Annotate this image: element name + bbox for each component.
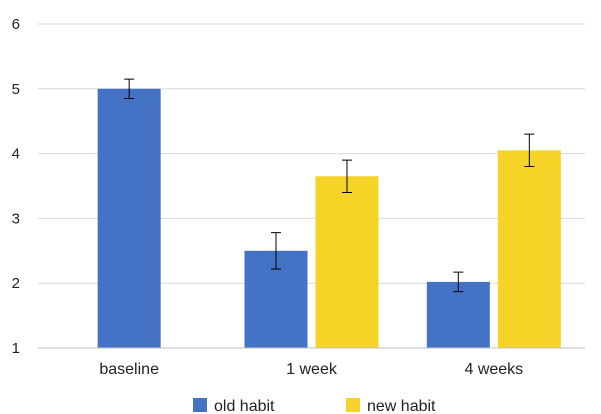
legend-swatch-old-habit	[193, 398, 207, 412]
category-label-1-week: 1 week	[286, 361, 338, 378]
error-bar-4-weeks-new-habit	[524, 133, 535, 168]
bar-baseline-old-habit	[97, 88, 161, 349]
category-label-4-weeks: 4 weeks	[464, 361, 523, 378]
bars	[97, 88, 561, 349]
legend-swatch-new-habit	[346, 398, 360, 412]
error-bar-1-week-new-habit	[342, 159, 352, 193]
y-tick-label-3: 3	[12, 210, 20, 227]
legend: old habit new habit	[193, 398, 436, 414]
y-tick-label-4: 4	[12, 146, 20, 163]
bar-4-weeks-old-habit	[426, 281, 490, 348]
error-bar-baseline-old-habit	[124, 78, 135, 100]
error-bar-1-week-old-habit	[271, 232, 281, 270]
error-bar-4-weeks-old-habit	[453, 271, 464, 293]
y-tick-label-6: 6	[12, 16, 20, 33]
legend-label-old-habit: old habit	[214, 398, 275, 414]
error-bars	[124, 78, 535, 293]
category-label-baseline: baseline	[99, 361, 159, 378]
y-tick-label-2: 2	[12, 275, 20, 292]
bar-1-week-new-habit	[315, 176, 379, 348]
category-labels: baseline 1 week 4 weeks	[99, 361, 523, 378]
bar-4-weeks-new-habit	[497, 150, 561, 348]
y-tick-label-5: 5	[12, 81, 20, 98]
y-tick-label-1: 1	[12, 340, 20, 357]
y-axis-ticks: 1 2 3 4 5 6	[12, 16, 20, 357]
legend-label-new-habit: new habit	[367, 398, 436, 414]
